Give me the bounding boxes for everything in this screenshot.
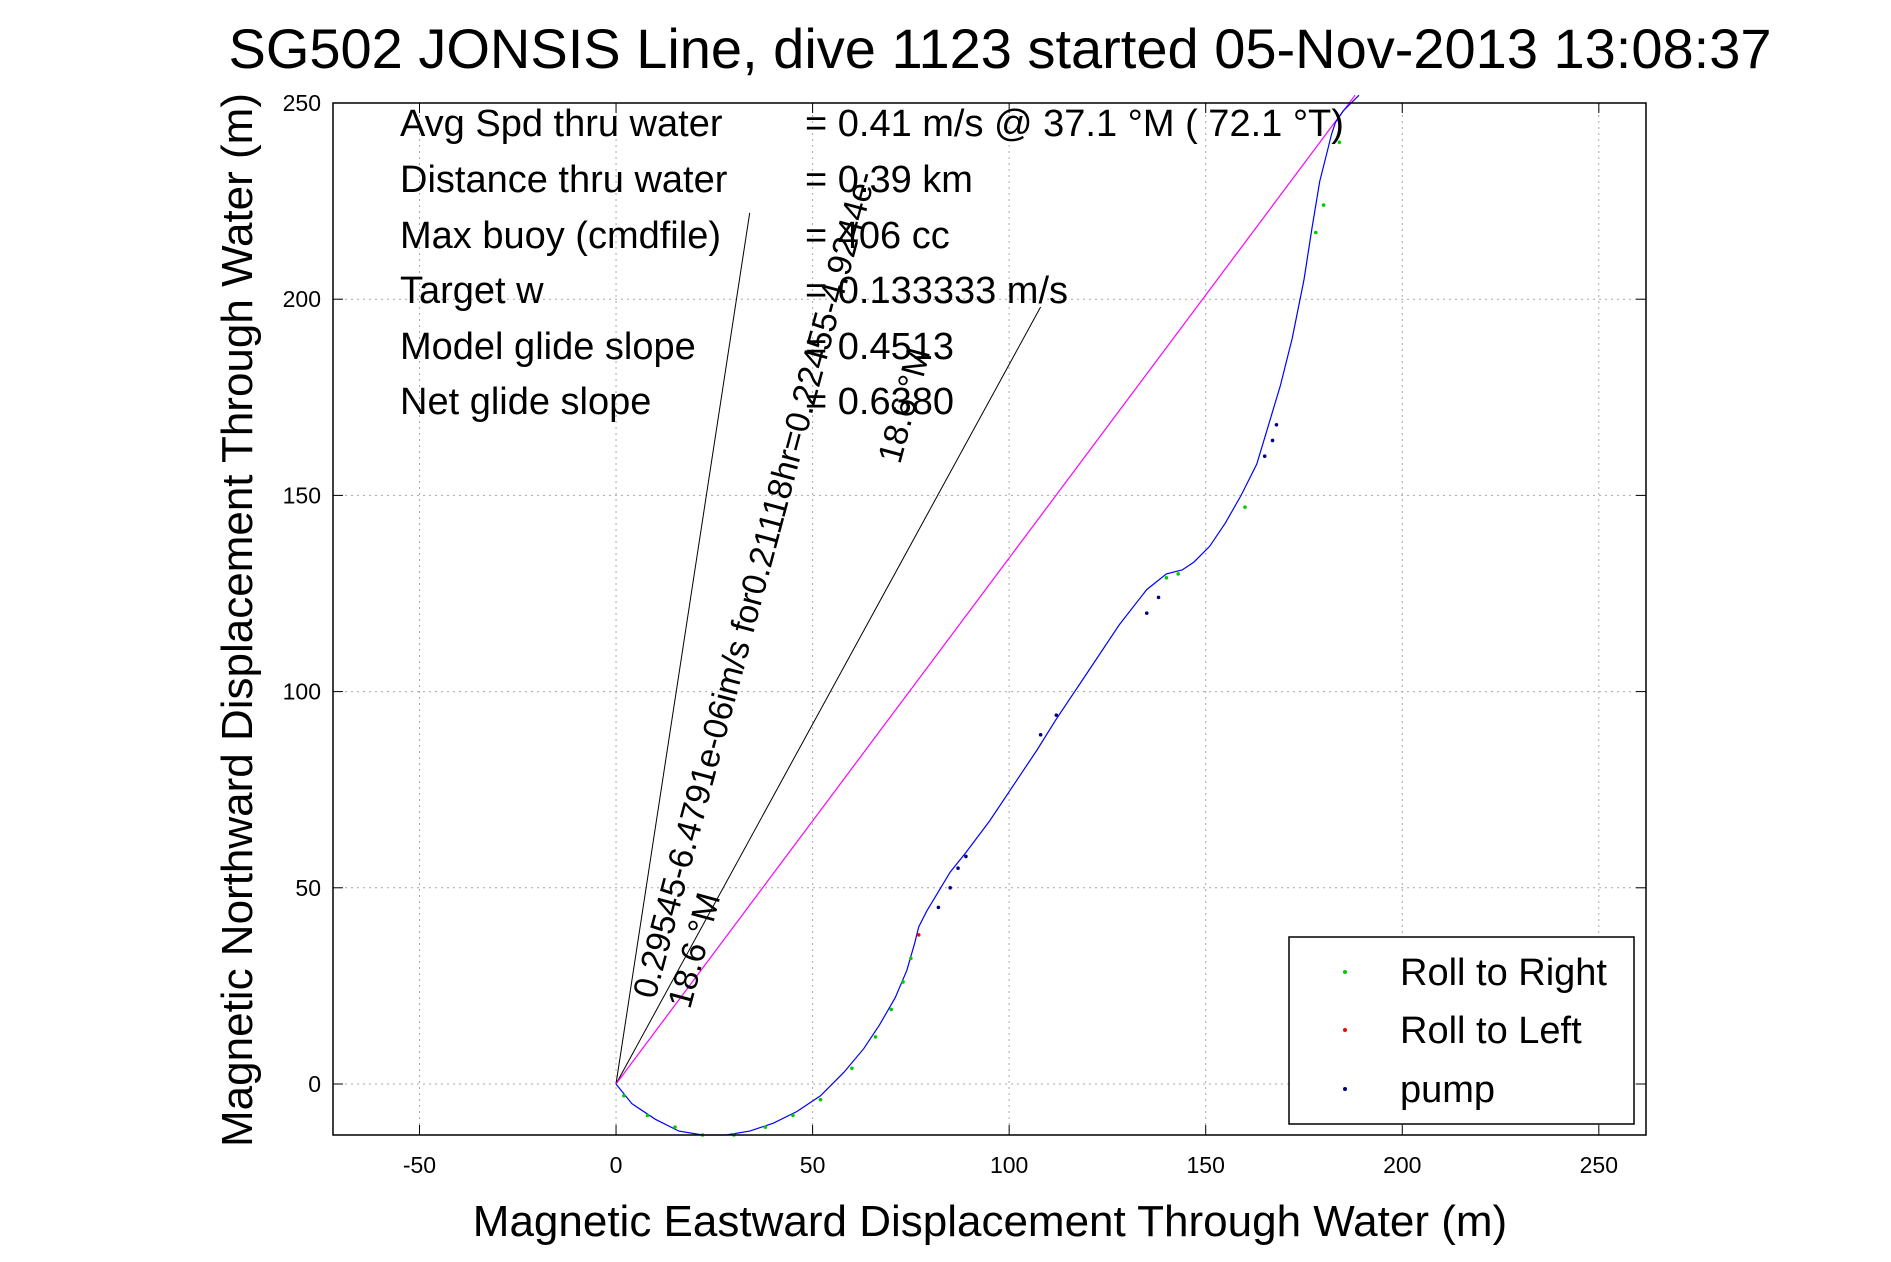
- stat-value: = 0.39 km: [805, 159, 973, 201]
- stat-value: = 406 cc: [805, 215, 950, 257]
- stat-label: Max buoy (cmdfile): [400, 215, 721, 257]
- legend-marker-roll-left: [1343, 1028, 1347, 1032]
- x-tick-label: 0: [610, 1152, 623, 1178]
- stat-label: Avg Spd thru water: [400, 103, 723, 145]
- stat-value: = 0.133333 m/s: [805, 270, 1068, 312]
- x-tick-label: 100: [990, 1152, 1028, 1178]
- roll-right-point: [901, 980, 905, 984]
- pump-point: [956, 866, 960, 870]
- series-layer: [615, 94, 1360, 1137]
- y-tick-label: 100: [283, 679, 321, 705]
- plot-frame: [332, 102, 1647, 1136]
- x-axis-label: Magnetic Eastward Displacement Through W…: [473, 1197, 1507, 1246]
- pump-point: [1270, 438, 1275, 443]
- pump-point: [1274, 422, 1279, 427]
- roll-right-point: [1164, 575, 1169, 580]
- legend-label-roll-left: Roll to Left: [1400, 1010, 1582, 1052]
- direction-wedge-line: [615, 306, 1042, 1085]
- legend-label-roll-right: Roll to Right: [1400, 952, 1607, 994]
- roll-left-point: [916, 933, 921, 937]
- stats-block: Avg Spd thru water = 0.41 m/s @ 37.1 °M …: [400, 103, 1344, 423]
- stat-label: Net glide slope: [400, 381, 651, 423]
- y-tick-label: 50: [295, 875, 321, 901]
- tick-layer: -50 0 50 100 150 200 250 0 50 100 150 200 250: [283, 90, 1646, 1178]
- pump-point: [936, 905, 941, 910]
- roll-right-point: [1313, 230, 1318, 235]
- roll-right-point: [791, 1113, 795, 1118]
- y-tick-label: 250: [283, 90, 321, 116]
- y-tick-label: 0: [308, 1071, 321, 1097]
- legend-label-pump: pump: [1400, 1069, 1495, 1111]
- stat-label: Model glide slope: [400, 326, 696, 368]
- pump-point: [1054, 713, 1059, 717]
- pump-point: [964, 854, 968, 859]
- y-axis-label: Magnetic Northward Displacement Through …: [213, 93, 262, 1147]
- roll-right-point: [909, 956, 913, 961]
- stat-label: Target w: [400, 270, 544, 312]
- stat-label: Distance thru water: [400, 159, 728, 201]
- x-tick-label: 150: [1187, 1152, 1225, 1178]
- y-tick-label: 200: [283, 286, 321, 312]
- roll-right-point: [850, 1066, 854, 1071]
- roll-right-point: [873, 1035, 878, 1039]
- legend: Roll to Right Roll to Left pump: [1288, 936, 1635, 1125]
- x-tick-label: 200: [1383, 1152, 1421, 1178]
- stat-value: = 0.4513: [805, 326, 954, 368]
- roll-right-point: [1176, 572, 1180, 576]
- pump-point: [948, 885, 952, 890]
- roll-right-point: [1321, 203, 1326, 207]
- chart-title: SG502 JONSIS Line, dive 1123 started 05-…: [228, 17, 1771, 80]
- x-tick-label: 250: [1580, 1152, 1618, 1178]
- x-tick-label: 50: [800, 1152, 826, 1178]
- pump-point: [1038, 732, 1043, 737]
- roll-right-point: [1243, 505, 1247, 509]
- roll-right-point: [622, 1093, 626, 1098]
- legend-marker-roll-right: [1343, 970, 1347, 974]
- stat-value: = 0.6380: [805, 381, 954, 423]
- stat-value: = 0.41 m/s @ 37.1 °M ( 72.1 °T): [805, 103, 1344, 145]
- glider-track-line: [615, 94, 1360, 1136]
- y-tick-label: 150: [283, 482, 321, 508]
- direction-wedge-line: [615, 212, 751, 1085]
- pump-point: [1156, 595, 1161, 600]
- pump-point: [1262, 454, 1267, 458]
- current-vector-line: [615, 94, 1356, 1085]
- roll-right-point: [645, 1113, 650, 1118]
- roll-right-point: [818, 1097, 823, 1102]
- roll-right-point: [889, 1007, 894, 1012]
- x-tick-label: -50: [403, 1152, 436, 1178]
- roll-right-point: [1337, 140, 1342, 145]
- roll-right-point: [763, 1125, 768, 1129]
- roll-right-point: [673, 1125, 677, 1129]
- pump-point: [1144, 611, 1149, 615]
- legend-marker-pump: [1343, 1087, 1347, 1091]
